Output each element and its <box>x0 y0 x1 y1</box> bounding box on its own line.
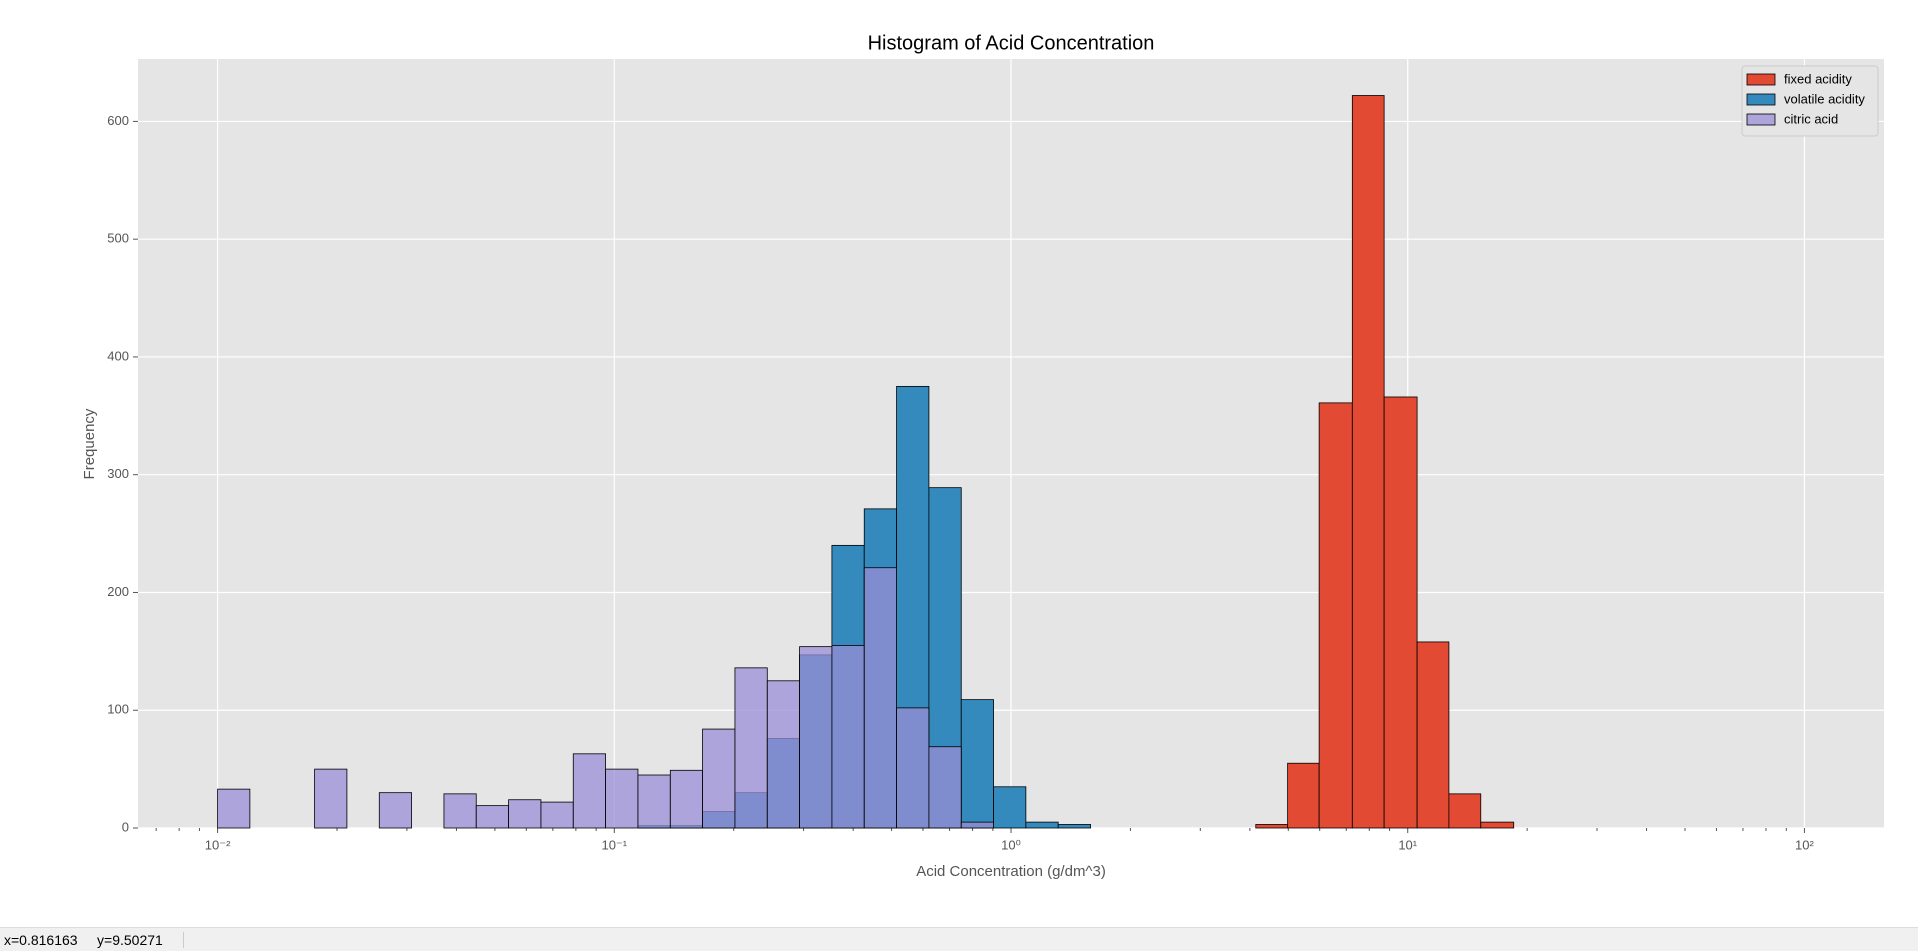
x-axis-label: Acid Concentration (g/dm^3) <box>916 863 1106 880</box>
histogram-bar <box>799 646 833 829</box>
status-text: x=0.816163 y=9.50271 <box>4 932 184 948</box>
chart: Histogram of Acid Concentration Acid Con… <box>81 32 1884 880</box>
x-tick-label: 10⁰ <box>1001 837 1021 852</box>
y-tick-label: 500 <box>107 231 129 246</box>
y-tick-label: 200 <box>107 584 129 599</box>
y-tick-label: 100 <box>107 702 129 717</box>
histogram-bar <box>960 699 994 829</box>
histogram-bar <box>475 805 509 829</box>
histogram-bar <box>378 792 412 829</box>
histogram-bar <box>605 768 639 829</box>
y-axis-label: Frequency <box>81 408 98 479</box>
histogram-bar <box>1351 95 1385 829</box>
histogram-bar <box>960 821 994 829</box>
histogram-bar <box>1480 821 1515 829</box>
x-tick-label: 10⁻² <box>205 837 231 852</box>
histogram-bar <box>702 728 736 829</box>
histogram-bar <box>508 799 542 829</box>
histogram-bar <box>734 667 768 829</box>
histogram-bar <box>443 793 477 829</box>
histogram-bar <box>766 680 800 829</box>
y-tick-label: 400 <box>107 348 129 363</box>
x-tick-label: 10² <box>1795 837 1814 852</box>
legend-label: volatile acidity <box>1784 91 1865 106</box>
legend-swatch <box>1746 113 1776 126</box>
histogram-bar <box>928 746 962 829</box>
histogram-bar <box>896 707 930 829</box>
histogram-bar <box>1255 824 1289 829</box>
y-tick-label: 600 <box>107 113 129 128</box>
legend-label: citric acid <box>1784 111 1838 126</box>
histogram-bar <box>1318 402 1353 829</box>
x-tick-label: 10¹ <box>1398 837 1417 852</box>
histogram-bar <box>993 786 1027 829</box>
histogram-bar <box>1057 824 1091 829</box>
histogram-bar <box>1416 641 1450 829</box>
histogram-bar <box>572 753 606 829</box>
histogram-bar <box>1025 821 1059 829</box>
histogram-bar <box>831 645 865 829</box>
histogram-bar <box>314 768 348 829</box>
x-tick-label: 10⁻¹ <box>601 837 627 852</box>
legend-box <box>1741 65 1879 137</box>
y-tick-label: 0 <box>122 819 129 834</box>
histogram-bar <box>637 774 671 829</box>
legend-swatch <box>1746 73 1776 86</box>
histogram-bar <box>863 567 897 829</box>
legend-label: fixed acidity <box>1784 71 1852 86</box>
histogram-bar <box>540 801 574 829</box>
histogram-bar <box>1448 793 1482 829</box>
histogram-bar <box>217 788 251 829</box>
histogram-bar <box>1383 396 1418 829</box>
chart-title: Histogram of Acid Concentration <box>868 32 1155 54</box>
y-tick-label: 300 <box>107 466 129 481</box>
histogram-bar <box>669 769 703 829</box>
status-bar: x=0.816163 y=9.50271 <box>0 927 1918 951</box>
histogram-bar <box>1287 762 1320 829</box>
legend-swatch <box>1746 93 1776 106</box>
